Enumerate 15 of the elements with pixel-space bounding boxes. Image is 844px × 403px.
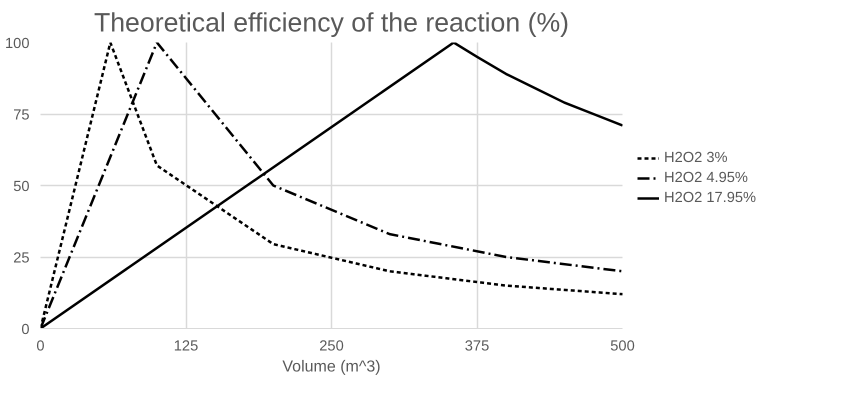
y-tick-label: 25 (13, 250, 30, 266)
legend-label: H2O2 3% (664, 150, 728, 166)
x-tick-label: 500 (610, 338, 635, 354)
y-tick-label: 100 (5, 36, 30, 52)
x-tick-label: 125 (174, 338, 198, 354)
y-tick-label: 75 (13, 108, 30, 124)
x-tick-label: 250 (319, 338, 344, 354)
legend-label: H2O2 4.95% (664, 170, 748, 186)
x-tick-label: 0 (36, 338, 45, 354)
legend-label: H2O2 17.95% (664, 190, 756, 206)
y-tick-label: 0 (21, 322, 30, 338)
chart-title: Theoretical efficiency of the reaction (%) (94, 8, 570, 38)
x-axis-title: Volume (m^3) (282, 358, 381, 376)
y-tick-label: 50 (13, 179, 30, 195)
x-tick-label: 375 (464, 338, 490, 354)
